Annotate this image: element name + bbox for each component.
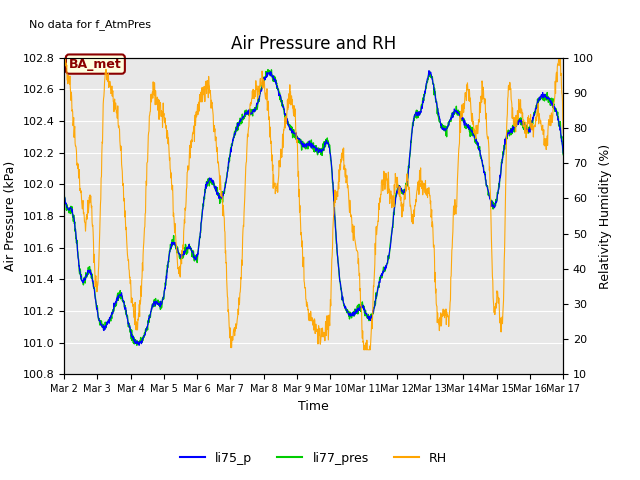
Y-axis label: Relativity Humidity (%): Relativity Humidity (%) bbox=[600, 144, 612, 288]
Text: No data for f_AtmPres: No data for f_AtmPres bbox=[29, 20, 151, 31]
Title: Air Pressure and RH: Air Pressure and RH bbox=[231, 35, 396, 53]
Legend: li75_p, li77_pres, RH: li75_p, li77_pres, RH bbox=[175, 446, 452, 469]
X-axis label: Time: Time bbox=[298, 400, 329, 413]
Y-axis label: Air Pressure (kPa): Air Pressure (kPa) bbox=[4, 161, 17, 271]
Text: BA_met: BA_met bbox=[69, 58, 122, 71]
